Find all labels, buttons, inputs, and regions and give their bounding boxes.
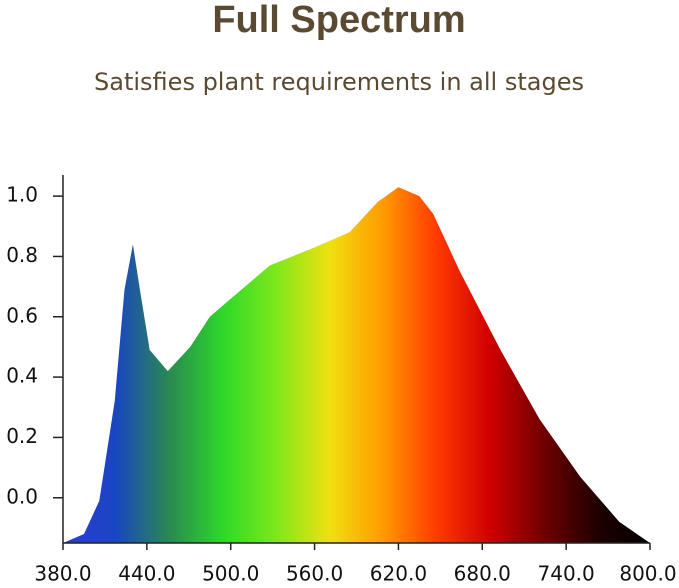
y-tick-label: 0.6 (6, 303, 38, 327)
x-tick-label: 380.0 (34, 562, 91, 586)
x-tick-label: 680.0 (454, 562, 511, 586)
x-tick-label: 560.0 (286, 562, 343, 586)
y-tick-label: 0.0 (6, 484, 38, 508)
x-tick-label: 500.0 (202, 562, 259, 586)
x-tick-label: 440.0 (118, 562, 175, 586)
y-tick-label: 0.2 (6, 424, 38, 448)
y-tick-label: 1.0 (6, 183, 38, 207)
y-tick-label: 0.8 (6, 243, 38, 267)
x-tick-label: 620.0 (370, 562, 427, 586)
chart-title: Full Spectrum (212, 0, 465, 41)
spectrum-area (63, 187, 650, 543)
x-tick-label: 800.0 (619, 562, 676, 586)
x-tick-label: 740.0 (538, 562, 595, 586)
chart-subtitle: Satisfies plant requirements in all stag… (94, 68, 584, 96)
y-tick-label: 0.4 (6, 364, 38, 388)
